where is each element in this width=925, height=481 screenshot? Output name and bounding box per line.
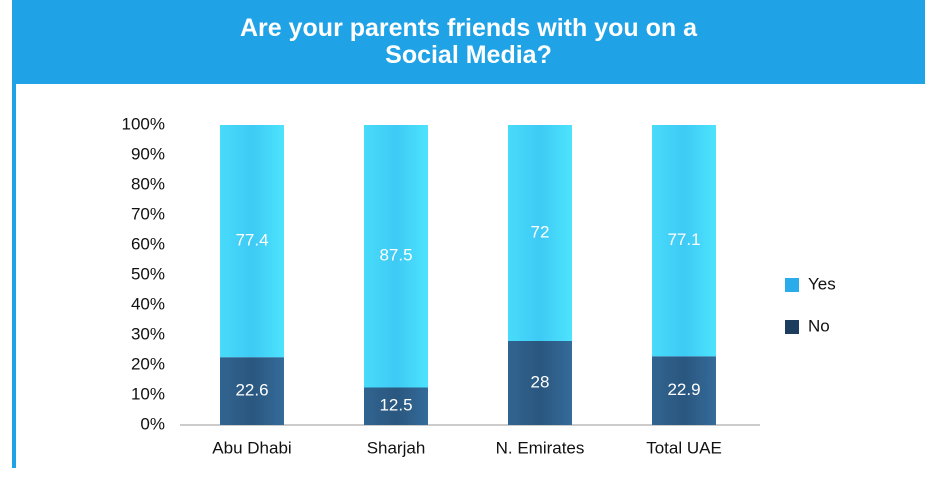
x-tick-label: Abu Dhabi [212,438,291,457]
data-label: 12.5 [379,396,412,415]
data-label: 87.5 [379,246,412,265]
bar-segment [508,125,572,341]
legend-swatch [785,320,799,334]
data-label: 72 [531,222,550,241]
x-tick-label: N. Emirates [496,438,585,457]
y-tick-label: 40% [131,294,165,313]
x-tick-label: Sharjah [367,438,426,457]
bar-segment [652,125,716,357]
y-tick-label: 90% [131,144,165,163]
legend-label: No [808,316,830,335]
data-label: 77.1 [667,230,700,249]
data-label: 22.6 [235,381,268,400]
bar-segment [220,125,284,358]
y-tick-label: 30% [131,324,165,343]
legend-label: Yes [808,274,836,293]
bar-segment [652,356,716,425]
data-label: 22.9 [667,380,700,399]
title-band: Are your parents friends with you on a S… [12,0,925,84]
y-tick-label: 20% [131,354,165,373]
y-tick-label: 80% [131,174,165,193]
bar-segment [508,341,572,425]
bar-segment [364,125,428,388]
y-tick-label: 0% [140,414,165,433]
data-label: 77.4 [235,231,268,250]
bar-segment [220,357,284,425]
x-tick-label: Total UAE [646,438,722,457]
data-label: 28 [531,372,550,391]
y-tick-label: 10% [131,384,165,403]
y-tick-label: 60% [131,234,165,253]
legend-swatch [785,278,799,292]
y-tick-label: 50% [131,264,165,283]
frame-edge [12,84,16,468]
chart-title: Are your parents friends with you on a S… [239,14,698,69]
y-tick-label: 100% [122,114,165,133]
bar-segment [364,387,428,425]
y-tick-label: 70% [131,204,165,223]
